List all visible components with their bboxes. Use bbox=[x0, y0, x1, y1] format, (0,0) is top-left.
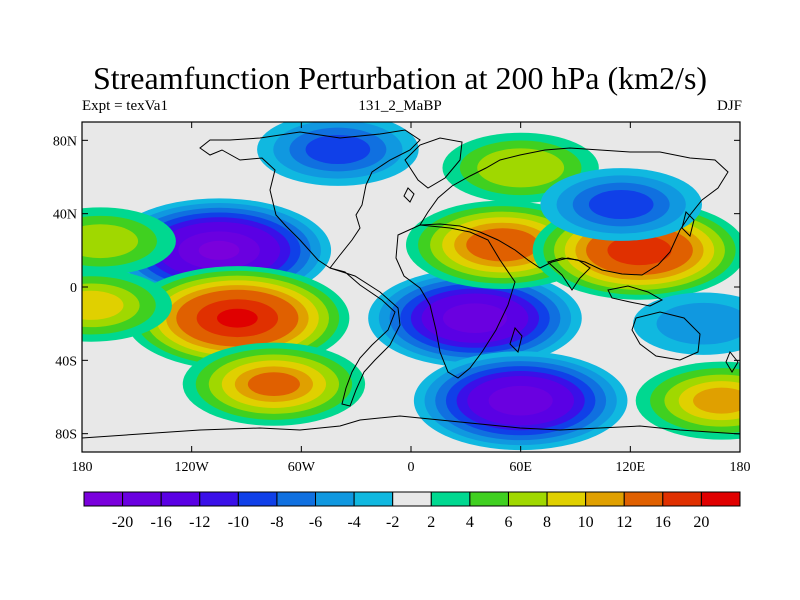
colorbar-label: 12 bbox=[616, 514, 632, 531]
colorbar-swatch bbox=[430, 491, 471, 507]
y-tick-label: 80N bbox=[53, 134, 77, 149]
contour-blob bbox=[488, 385, 553, 416]
colorbar-label: 20 bbox=[693, 514, 709, 531]
contour-blob bbox=[656, 302, 740, 345]
coastline-maritime-continent bbox=[607, 285, 664, 307]
x-tick-label: 0 bbox=[408, 460, 415, 475]
contour-blob bbox=[216, 308, 258, 328]
coastline-greenland bbox=[404, 137, 463, 189]
coastline-north-america bbox=[199, 129, 421, 269]
coastline-india bbox=[547, 257, 591, 291]
colorbar-swatch bbox=[315, 491, 355, 507]
contour-blob bbox=[607, 235, 672, 266]
colorbar-label: -6 bbox=[309, 514, 322, 531]
contour-blob bbox=[305, 134, 371, 165]
run-id-label: 131_2_MaBP bbox=[358, 98, 442, 114]
contour-blob bbox=[477, 148, 565, 188]
colorbar-swatch bbox=[623, 491, 664, 507]
colorbar-label: -10 bbox=[228, 514, 249, 531]
y-tick-label: 0 bbox=[70, 281, 77, 296]
colorbar-swatch bbox=[662, 491, 702, 507]
colorbar-swatch bbox=[122, 491, 162, 507]
colorbar-label: -4 bbox=[347, 514, 360, 531]
colorbar-label: 4 bbox=[466, 514, 474, 531]
contour-field bbox=[82, 122, 740, 451]
coastlines bbox=[82, 129, 740, 439]
contour-blob bbox=[82, 290, 124, 320]
colorbar-label: -16 bbox=[151, 514, 172, 531]
contour-blob bbox=[82, 224, 139, 259]
colorbar-label: -2 bbox=[386, 514, 399, 531]
coastline-eurasia bbox=[419, 147, 729, 276]
x-tick-label: 120W bbox=[175, 460, 210, 475]
colorbar-label: 2 bbox=[427, 514, 435, 531]
contour-blob bbox=[247, 372, 300, 397]
colorbar-swatch bbox=[507, 491, 548, 507]
map-title: Streamfunction Perturbation at 200 hPa (… bbox=[92, 60, 708, 96]
x-tick-label: 180 bbox=[730, 460, 751, 475]
coastline-japan bbox=[681, 211, 695, 237]
contour-blob bbox=[588, 189, 654, 220]
colorbar-label: 16 bbox=[655, 514, 671, 531]
colorbar-swatch bbox=[237, 491, 278, 507]
colorbar-swatch bbox=[469, 491, 509, 507]
colorbar-swatch bbox=[160, 491, 201, 507]
colorbar-swatch bbox=[276, 491, 317, 507]
coastline-new-zealand bbox=[725, 351, 739, 373]
contour-blob bbox=[466, 228, 539, 262]
colorbar-swatch bbox=[546, 491, 587, 507]
season-label: DJF bbox=[716, 98, 742, 114]
y-tick-label: 40N bbox=[53, 208, 77, 223]
colorbar-swatch bbox=[392, 491, 432, 507]
colorbar-swatch bbox=[700, 491, 741, 507]
colorbar-label: 10 bbox=[578, 514, 594, 531]
colorbar-label: -12 bbox=[189, 514, 210, 531]
coastline-antarctica bbox=[82, 415, 740, 439]
colorbar-label: -20 bbox=[112, 514, 133, 531]
coastline-south-america bbox=[329, 267, 401, 407]
colorbar-swatch bbox=[353, 491, 394, 507]
colorbar-label: 8 bbox=[543, 514, 551, 531]
colorbar-swatch bbox=[199, 491, 239, 507]
colorbar: -20 -16 -12 -10 -8 -6 -4 -2 2 4 6 8 10 12 16 20 bbox=[83, 491, 741, 531]
contour-blob bbox=[442, 303, 508, 333]
y-tick-label: 80S bbox=[55, 428, 77, 443]
x-tick-label: 180 bbox=[72, 460, 93, 475]
y-tick-label: 40S bbox=[55, 354, 77, 369]
x-tick-label: 120E bbox=[616, 460, 646, 475]
contour-blob bbox=[693, 387, 740, 414]
coastline-madagascar bbox=[509, 326, 523, 353]
map-axes: 180 120W 60W 0 60E 120E 180 80N 40N 0 40S 80S bbox=[53, 122, 751, 475]
x-tick-label: 60W bbox=[288, 460, 316, 475]
coastline-australia bbox=[631, 311, 701, 361]
colorbar-label: 6 bbox=[504, 514, 512, 531]
colorbar-swatch bbox=[585, 491, 625, 507]
coastline-uk bbox=[403, 187, 415, 203]
experiment-label: Expt = texVa1 bbox=[82, 98, 168, 114]
x-tick-label: 60E bbox=[509, 460, 532, 475]
contour-blob bbox=[198, 240, 240, 260]
colorbar-swatch bbox=[83, 491, 124, 507]
colorbar-label: -8 bbox=[270, 514, 283, 531]
coastline-africa bbox=[395, 224, 516, 379]
